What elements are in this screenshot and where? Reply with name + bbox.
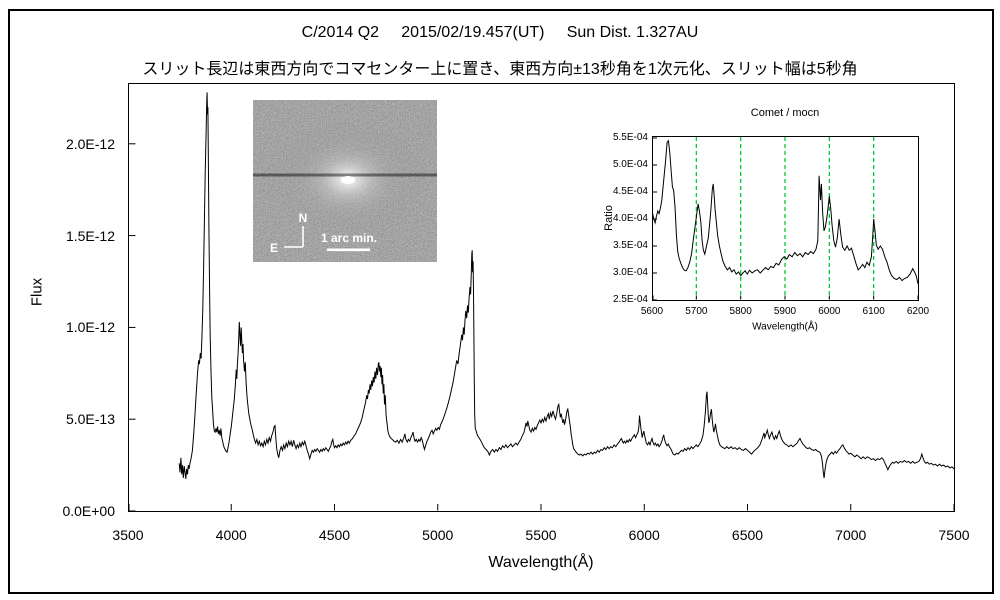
- inset-chart-frame: [652, 136, 919, 301]
- inset-x-tick-label: 5600: [640, 306, 664, 317]
- slit-shadow-line: [253, 173, 437, 177]
- main-x-tick-label: 5500: [525, 527, 557, 543]
- inset-x-tick-label: 5700: [685, 306, 708, 317]
- main-y-tick-label: 1.0E-12: [65, 319, 115, 336]
- main-spectrum-curve-group: [178, 92, 955, 479]
- main-y-tick-label: 0.0E+00: [62, 503, 115, 519]
- inset-x-tick-label: 6200: [906, 306, 930, 317]
- main-chart-plot-area: [128, 83, 955, 512]
- main-x-tick-label: 4500: [318, 527, 351, 543]
- inset-y-tick-label: 5.5E-04: [612, 132, 648, 143]
- main-x-tick-label: 7500: [938, 527, 970, 543]
- main-x-tick-label: 4000: [215, 527, 247, 543]
- inset-y-tick-label: 4.5E-04: [612, 186, 648, 197]
- main-x-axis-label: Wavelength(Å): [488, 554, 594, 571]
- main-x-tick-label: 7000: [835, 527, 867, 543]
- inset-curve-group: [652, 139, 919, 284]
- inset-y-tick-label: 3.0E-04: [612, 267, 648, 278]
- compass-north-label: N: [299, 211, 308, 225]
- main-x-tick-label: 3500: [112, 527, 144, 543]
- inset-x-tick-label: 5900: [773, 306, 797, 317]
- comet-core: [341, 176, 355, 184]
- scale-bar-label: 1 arc min.: [321, 231, 377, 245]
- main-chart-ticks: [128, 143, 955, 512]
- scale-bar: [327, 248, 370, 252]
- main-chart-frame: [128, 83, 955, 512]
- page-title: C/2014 Q2 2015/02/19.457(UT) Sun Dist. 1…: [301, 24, 699, 41]
- inset-y-tick-label: 3.5E-04: [612, 240, 648, 251]
- inset-y-tick-label: 2.5E-04: [612, 294, 648, 305]
- inset-y-tick-label: 4.0E-04: [612, 213, 648, 224]
- inset-ratio-curve: [652, 139, 919, 284]
- inset-x-tick-label: 5800: [729, 306, 752, 317]
- compass-east-label: E: [270, 241, 278, 255]
- inset-grid-lines: [695, 137, 875, 299]
- inset-y-tick-label: 5.0E-04: [612, 159, 648, 170]
- comet-image: N E 1 arc min.: [253, 100, 437, 262]
- main-y-tick-label: 1.5E-12: [65, 227, 115, 244]
- main-x-tick-label: 6000: [628, 527, 660, 543]
- main-spectrum-curve: [178, 92, 955, 479]
- inset-x-tick-label: 6000: [818, 306, 841, 317]
- inset-x-axis-label: Wavelength(Å): [752, 321, 818, 333]
- main-y-tick-label: 2.0E-12: [65, 135, 115, 152]
- figure-border: [8, 9, 994, 594]
- main-x-tick-label: 6500: [731, 527, 764, 543]
- page-subtitle: スリット長辺は東西方向でコマセンター上に置き、東西方向±13秒角を1次元化、スリ…: [142, 61, 858, 78]
- main-y-tick-label: 5.0E-13: [65, 411, 115, 428]
- inset-chart-title: Comet / mocn: [750, 107, 820, 119]
- main-y-axis-label: Flux: [28, 277, 46, 307]
- inset-chart-plot-area: [652, 136, 919, 301]
- main-x-tick-label: 5000: [422, 527, 454, 543]
- inset-x-tick-label: 6100: [862, 306, 885, 317]
- inset-chart-ticks: [652, 137, 919, 301]
